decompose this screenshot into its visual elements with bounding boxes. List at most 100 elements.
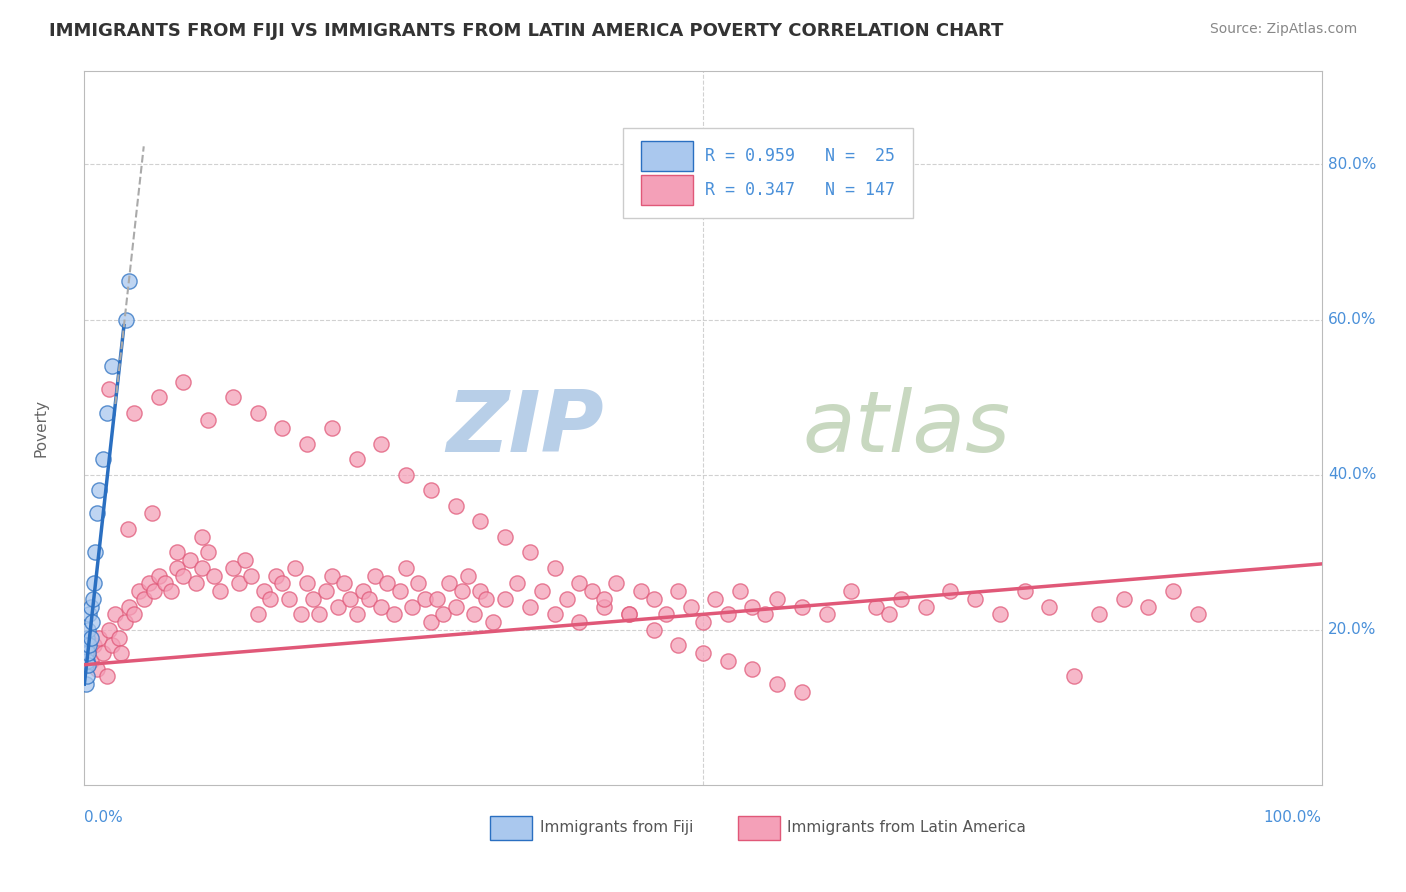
Point	[77, 646, 100, 660]
Point	[202, 568, 225, 582]
Point	[233, 553, 256, 567]
Point	[364, 568, 387, 582]
Point	[1187, 607, 1209, 622]
Point	[308, 607, 330, 622]
Point	[481, 615, 503, 629]
Point	[1014, 584, 1036, 599]
Point	[519, 599, 541, 614]
Point	[1137, 599, 1160, 614]
Point	[77, 623, 100, 637]
Point	[457, 568, 479, 582]
Point	[160, 584, 183, 599]
Point	[75, 677, 97, 691]
Point	[79, 631, 101, 645]
Text: 100.0%: 100.0%	[1264, 810, 1322, 825]
Point	[790, 599, 813, 614]
Text: ZIP: ZIP	[446, 386, 605, 470]
Point	[132, 591, 155, 606]
Point	[222, 561, 245, 575]
Point	[617, 607, 640, 622]
Point	[76, 638, 98, 652]
Point	[593, 591, 616, 606]
Point	[766, 591, 789, 606]
Point	[138, 576, 160, 591]
Point	[253, 584, 276, 599]
Point	[118, 274, 141, 288]
Point	[717, 654, 740, 668]
Point	[543, 561, 565, 575]
Point	[426, 591, 449, 606]
Text: Source: ZipAtlas.com: Source: ZipAtlas.com	[1209, 22, 1357, 37]
Point	[630, 584, 652, 599]
Point	[141, 507, 163, 521]
Point	[76, 654, 98, 668]
Point	[96, 406, 118, 420]
Point	[98, 623, 121, 637]
Point	[240, 568, 263, 582]
Point	[494, 530, 516, 544]
Point	[84, 545, 107, 559]
Point	[321, 421, 343, 435]
Point	[815, 607, 838, 622]
Point	[76, 669, 98, 683]
Point	[326, 599, 349, 614]
Point	[382, 607, 405, 622]
Point	[259, 591, 281, 606]
Point	[643, 591, 665, 606]
Point	[118, 599, 141, 614]
Point	[388, 584, 411, 599]
Point	[277, 591, 299, 606]
Point	[346, 607, 368, 622]
Point	[728, 584, 751, 599]
Point	[555, 591, 578, 606]
Point	[741, 662, 763, 676]
Point	[148, 390, 170, 404]
Point	[401, 599, 423, 614]
Point	[1088, 607, 1111, 622]
Point	[333, 576, 356, 591]
Point	[568, 576, 591, 591]
Text: R = 0.347   N = 147: R = 0.347 N = 147	[706, 181, 896, 199]
Point	[172, 568, 194, 582]
Point	[122, 607, 145, 622]
Point	[666, 584, 689, 599]
Point	[605, 576, 627, 591]
Text: IMMIGRANTS FROM FIJI VS IMMIGRANTS FROM LATIN AMERICA POVERTY CORRELATION CHART: IMMIGRANTS FROM FIJI VS IMMIGRANTS FROM …	[49, 22, 1004, 40]
Point	[617, 607, 640, 622]
Point	[815, 196, 838, 211]
Point	[148, 568, 170, 582]
Point	[79, 638, 101, 652]
Point	[76, 631, 98, 645]
Point	[153, 576, 176, 591]
Point	[692, 646, 714, 660]
FancyBboxPatch shape	[738, 815, 780, 840]
Point	[370, 599, 392, 614]
Point	[965, 591, 987, 606]
Point	[104, 607, 127, 622]
Point	[75, 657, 97, 672]
Point	[79, 654, 101, 668]
Point	[197, 545, 219, 559]
Point	[357, 591, 380, 606]
Point	[80, 615, 103, 629]
Point	[741, 599, 763, 614]
Point	[100, 638, 122, 652]
Point	[166, 561, 188, 575]
Point	[444, 599, 467, 614]
Point	[914, 599, 936, 614]
Point	[865, 599, 887, 614]
Point	[666, 638, 689, 652]
Point	[470, 584, 492, 599]
Point	[339, 591, 361, 606]
Point	[184, 576, 207, 591]
Point	[96, 669, 118, 683]
Text: R = 0.959   N =  25: R = 0.959 N = 25	[706, 146, 896, 164]
Point	[83, 576, 105, 591]
Point	[75, 646, 97, 660]
Point	[444, 499, 467, 513]
Point	[115, 312, 138, 326]
Point	[494, 591, 516, 606]
Point	[1038, 599, 1060, 614]
Point	[284, 561, 307, 575]
Point	[877, 607, 900, 622]
